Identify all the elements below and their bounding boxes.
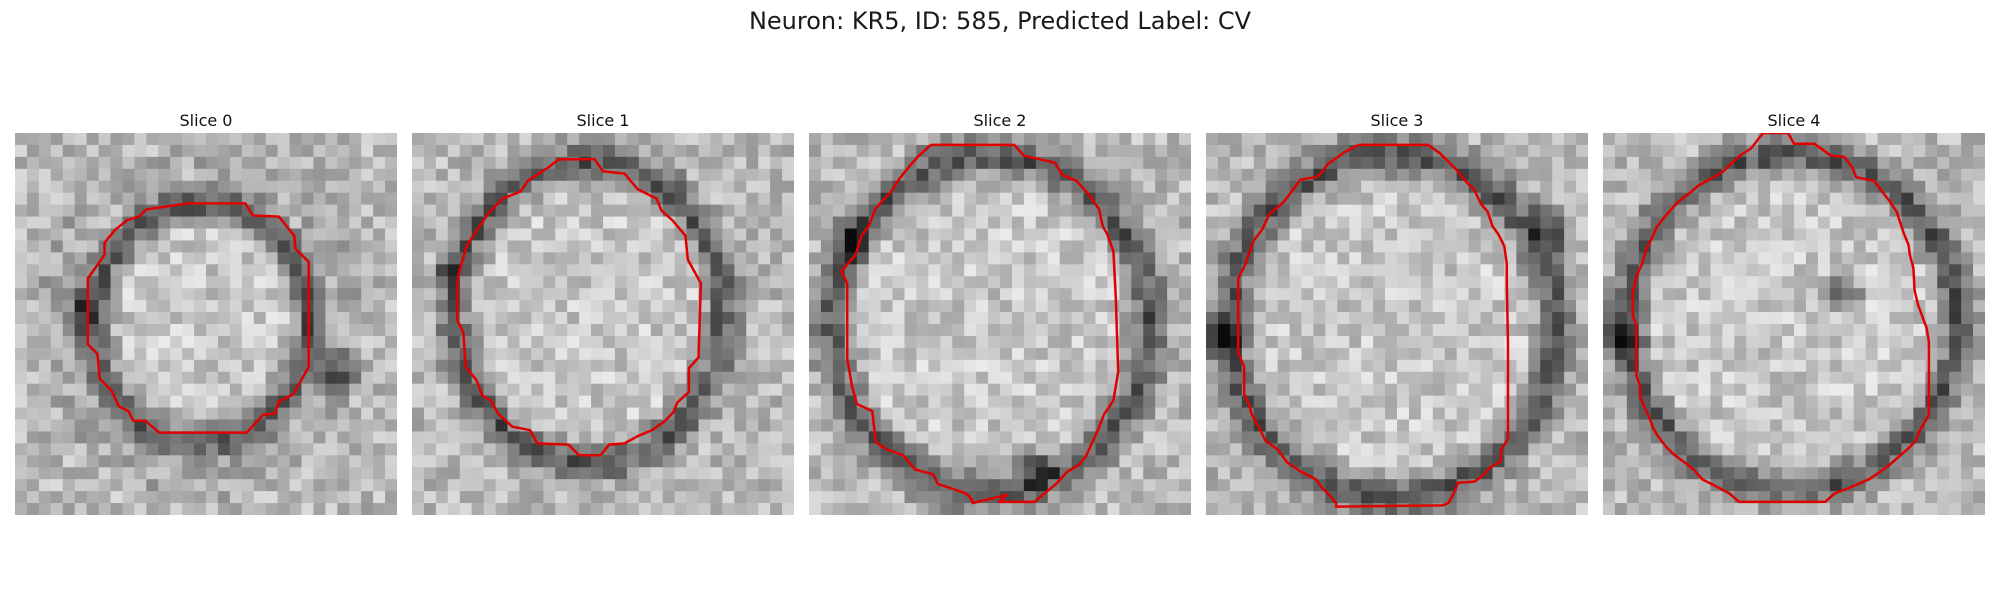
pixel-grid xyxy=(1206,133,1588,515)
slice-title: Slice 4 xyxy=(1767,111,1821,130)
segmentation-outline xyxy=(1236,143,1510,508)
slice-panel-3: Slice 3 xyxy=(1206,109,1588,515)
slice-panel-0: Slice 0 xyxy=(15,109,397,515)
segmentation-outline xyxy=(839,143,1120,505)
slice-image xyxy=(1206,133,1588,515)
pixel-grid xyxy=(15,133,397,515)
figure-title: Neuron: KR5, ID: 585, Predicted Label: C… xyxy=(748,7,1252,35)
segmentation-outline xyxy=(456,158,703,457)
slice-panel-1: Slice 1 xyxy=(412,109,794,515)
pixel-grid xyxy=(1603,133,1985,515)
slice-title: Slice 0 xyxy=(179,111,233,130)
slice-image xyxy=(1603,133,1985,515)
pixel-grid xyxy=(809,133,1191,515)
slice-title: Slice 2 xyxy=(973,111,1027,130)
segmentation-outline xyxy=(1631,133,1931,504)
slice-panel-4: Slice 4 xyxy=(1603,109,1985,515)
slice-panel-2: Slice 2 xyxy=(809,109,1191,515)
slice-image xyxy=(15,133,397,515)
slice-image xyxy=(809,133,1191,515)
slice-title: Slice 3 xyxy=(1370,111,1424,130)
slice-title: Slice 1 xyxy=(576,111,630,130)
pixel-grid xyxy=(412,133,794,515)
slice-image xyxy=(412,133,794,515)
segmentation-outline xyxy=(86,202,310,434)
